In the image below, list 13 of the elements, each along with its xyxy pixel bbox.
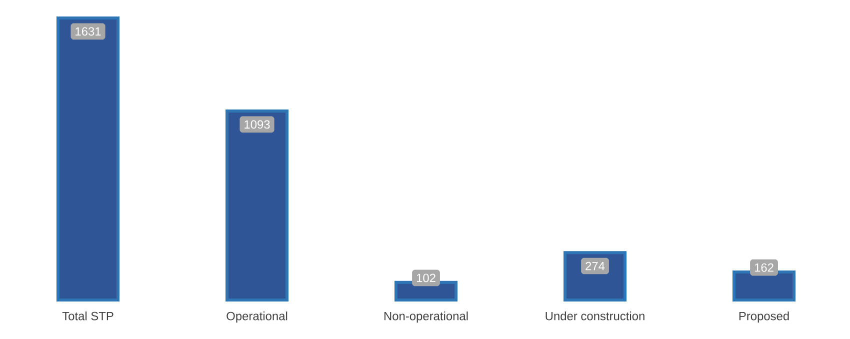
x-tick-label: Non-operational — [384, 312, 468, 323]
bar — [226, 110, 289, 302]
data-label: 1631 — [76, 27, 101, 36]
bar — [732, 270, 796, 302]
x-tick-label: Proposed — [739, 312, 789, 323]
x-tick-label: Operational — [226, 312, 288, 323]
data-label: 102 — [416, 274, 436, 282]
data-label: 162 — [754, 263, 774, 272]
bar — [56, 16, 120, 302]
data-label: 274 — [586, 262, 605, 270]
x-tick-label: Total STP — [62, 312, 114, 320]
data-label: 1093 — [244, 120, 270, 129]
x-tick-label: Under construction — [546, 312, 644, 320]
